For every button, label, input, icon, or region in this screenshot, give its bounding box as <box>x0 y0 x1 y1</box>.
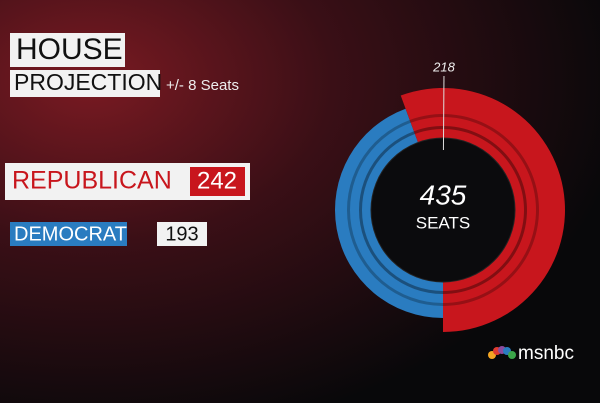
donut-segment <box>400 87 565 332</box>
majority-label: 218 <box>432 59 455 74</box>
majority-line <box>442 75 445 151</box>
donut-segment <box>335 108 443 318</box>
annotation: +/- 8 Seats <box>166 77 239 94</box>
subtitle-box <box>10 70 160 97</box>
donut-hole <box>370 137 516 283</box>
value-label: 193 <box>165 223 198 245</box>
title: HOUSE <box>16 33 123 66</box>
donut: 218 <box>335 59 565 332</box>
legend-label: REPUBLICAN <box>12 167 172 195</box>
democrat-box <box>10 222 127 246</box>
brand-logo <box>488 346 516 359</box>
democrat-count-box <box>157 222 207 246</box>
republican-count-box <box>190 167 245 196</box>
subtitle: PROJECTION <box>14 69 162 95</box>
title-box <box>10 33 125 67</box>
brand: msnbc <box>518 343 574 364</box>
legend-label: DEMOCRAT <box>14 223 127 245</box>
value-label: 242 <box>197 167 237 194</box>
total-label: SEATS <box>416 213 470 232</box>
total: 435 <box>420 179 467 210</box>
